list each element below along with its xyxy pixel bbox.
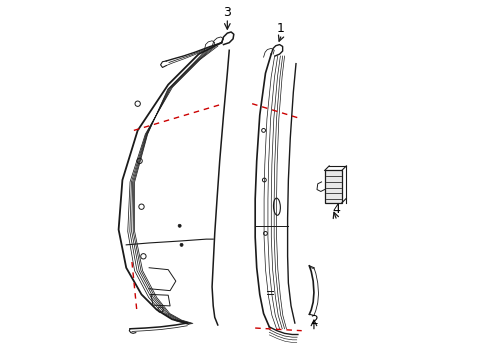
Text: 3: 3 [223,6,231,19]
Circle shape [180,243,183,246]
Bar [324,171,341,203]
Text: 4: 4 [331,203,339,216]
Text: 2: 2 [309,314,317,327]
Circle shape [178,224,181,227]
Text: 1: 1 [276,22,284,35]
